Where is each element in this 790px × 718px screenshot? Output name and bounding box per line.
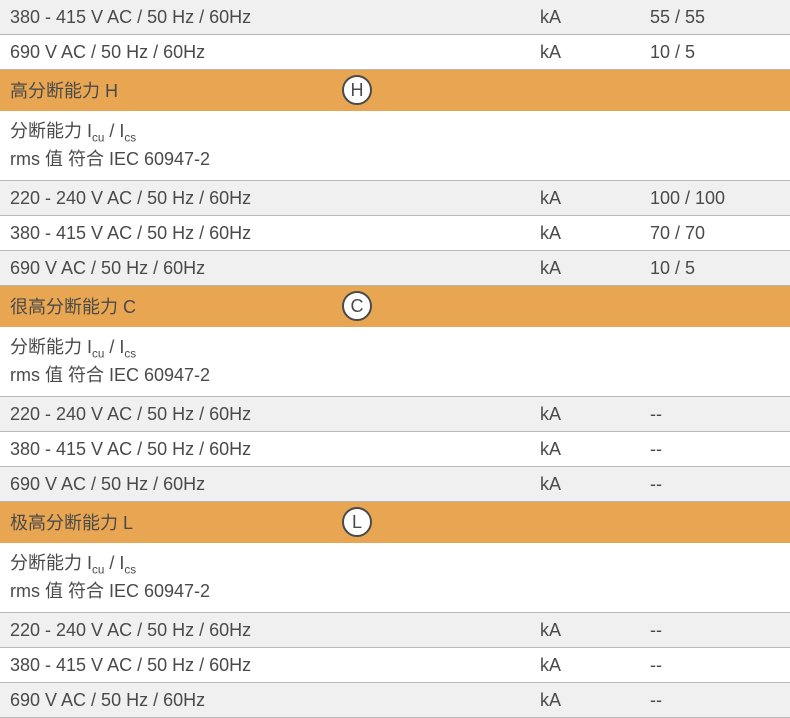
section-header: 高分断能力 HH xyxy=(0,70,790,111)
row-value: 70 / 70 xyxy=(650,223,780,244)
row-unit: kA xyxy=(540,620,650,641)
table-row: 690 V AC / 50 Hz / 60HzkA10 / 5 xyxy=(0,35,790,70)
subheader-line2: rms 值 符合 IEC 60947-2 xyxy=(10,147,210,172)
row-value: -- xyxy=(650,404,780,425)
row-unit: kA xyxy=(540,258,650,279)
row-unit: kA xyxy=(540,188,650,209)
row-label: 380 - 415 V AC / 50 Hz / 60Hz xyxy=(10,7,540,28)
section-subheader: 分断能力 Icu / Icsrms 值 符合 IEC 60947-2 xyxy=(0,111,790,181)
table-row: 380 - 415 V AC / 50 Hz / 60HzkA55 / 55 xyxy=(0,0,790,35)
table-row: 690 V AC / 50 Hz / 60HzkA-- xyxy=(0,467,790,502)
row-value: -- xyxy=(650,474,780,495)
row-label: 690 V AC / 50 Hz / 60Hz xyxy=(10,690,540,711)
row-unit: kA xyxy=(540,690,650,711)
table-row: 380 - 415 V AC / 50 Hz / 60HzkA-- xyxy=(0,648,790,683)
row-label: 380 - 415 V AC / 50 Hz / 60Hz xyxy=(10,439,540,460)
table-row: 380 - 415 V AC / 50 Hz / 60HzkA-- xyxy=(0,432,790,467)
row-label: 220 - 240 V AC / 50 Hz / 60Hz xyxy=(10,404,540,425)
subheader-text: 分断能力 Icu / Icsrms 值 符合 IEC 60947-2 xyxy=(10,335,210,388)
spec-table: 380 - 415 V AC / 50 Hz / 60HzkA55 / 5569… xyxy=(0,0,790,718)
row-label: 220 - 240 V AC / 50 Hz / 60Hz xyxy=(10,188,540,209)
row-value: 10 / 5 xyxy=(650,258,780,279)
subheader-line1: 分断能力 Icu / Ics xyxy=(10,119,210,147)
subheader-line1: 分断能力 Icu / Ics xyxy=(10,551,210,579)
section-subheader: 分断能力 Icu / Icsrms 值 符合 IEC 60947-2 xyxy=(0,543,790,613)
section-badge-icon: C xyxy=(342,291,372,321)
subheader-text: 分断能力 Icu / Icsrms 值 符合 IEC 60947-2 xyxy=(10,551,210,604)
row-unit: kA xyxy=(540,42,650,63)
row-unit: kA xyxy=(540,655,650,676)
subheader-line2: rms 值 符合 IEC 60947-2 xyxy=(10,579,210,604)
row-label: 380 - 415 V AC / 50 Hz / 60Hz xyxy=(10,223,540,244)
row-label: 380 - 415 V AC / 50 Hz / 60Hz xyxy=(10,655,540,676)
row-unit: kA xyxy=(540,404,650,425)
row-label: 690 V AC / 50 Hz / 60Hz xyxy=(10,258,540,279)
table-row: 690 V AC / 50 Hz / 60HzkA-- xyxy=(0,683,790,718)
row-value: -- xyxy=(650,439,780,460)
section-title: 很高分断能力 C xyxy=(10,293,342,319)
row-value: 100 / 100 xyxy=(650,188,780,209)
subheader-line1: 分断能力 Icu / Ics xyxy=(10,335,210,363)
row-value: 55 / 55 xyxy=(650,7,780,28)
table-row: 220 - 240 V AC / 50 Hz / 60HzkA-- xyxy=(0,613,790,648)
row-unit: kA xyxy=(540,439,650,460)
subheader-text: 分断能力 Icu / Icsrms 值 符合 IEC 60947-2 xyxy=(10,119,210,172)
table-row: 220 - 240 V AC / 50 Hz / 60HzkA100 / 100 xyxy=(0,181,790,216)
section-header: 很高分断能力 CC xyxy=(0,286,790,327)
subheader-line2: rms 值 符合 IEC 60947-2 xyxy=(10,363,210,388)
table-row: 220 - 240 V AC / 50 Hz / 60HzkA-- xyxy=(0,397,790,432)
section-badge-icon: H xyxy=(342,75,372,105)
row-value: -- xyxy=(650,655,780,676)
row-value: -- xyxy=(650,690,780,711)
row-unit: kA xyxy=(540,7,650,28)
row-value: 10 / 5 xyxy=(650,42,780,63)
table-row: 690 V AC / 50 Hz / 60HzkA10 / 5 xyxy=(0,251,790,286)
row-unit: kA xyxy=(540,474,650,495)
section-header: 极高分断能力 LL xyxy=(0,502,790,543)
table-row: 380 - 415 V AC / 50 Hz / 60HzkA70 / 70 xyxy=(0,216,790,251)
row-label: 690 V AC / 50 Hz / 60Hz xyxy=(10,42,540,63)
section-title: 极高分断能力 L xyxy=(10,509,342,535)
row-unit: kA xyxy=(540,223,650,244)
section-badge-icon: L xyxy=(342,507,372,537)
section-title: 高分断能力 H xyxy=(10,77,342,103)
row-label: 220 - 240 V AC / 50 Hz / 60Hz xyxy=(10,620,540,641)
row-label: 690 V AC / 50 Hz / 60Hz xyxy=(10,474,540,495)
section-subheader: 分断能力 Icu / Icsrms 值 符合 IEC 60947-2 xyxy=(0,327,790,397)
row-value: -- xyxy=(650,620,780,641)
